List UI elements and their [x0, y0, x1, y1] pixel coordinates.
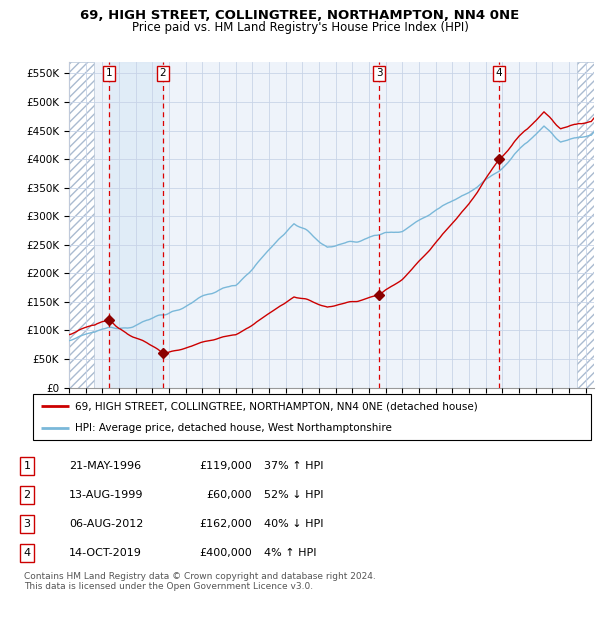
Text: £162,000: £162,000: [199, 519, 252, 529]
Text: 14-OCT-2019: 14-OCT-2019: [69, 548, 142, 558]
Text: £60,000: £60,000: [206, 490, 252, 500]
Text: 69, HIGH STREET, COLLINGTREE, NORTHAMPTON, NN4 0NE: 69, HIGH STREET, COLLINGTREE, NORTHAMPTO…: [80, 9, 520, 22]
Text: 21-MAY-1996: 21-MAY-1996: [69, 461, 141, 471]
Text: 2: 2: [23, 490, 31, 500]
Text: £400,000: £400,000: [199, 548, 252, 558]
Text: 52% ↓ HPI: 52% ↓ HPI: [264, 490, 323, 500]
Text: £119,000: £119,000: [199, 461, 252, 471]
Bar: [109, 62, 163, 388]
Text: 1: 1: [106, 68, 112, 78]
Text: 4: 4: [496, 68, 502, 78]
Text: 69, HIGH STREET, COLLINGTREE, NORTHAMPTON, NN4 0NE (detached house): 69, HIGH STREET, COLLINGTREE, NORTHAMPTO…: [75, 401, 478, 411]
Text: Contains HM Land Registry data © Crown copyright and database right 2024.
This d: Contains HM Land Registry data © Crown c…: [24, 572, 376, 591]
FancyBboxPatch shape: [33, 394, 591, 440]
Text: 3: 3: [376, 68, 382, 78]
Text: 4: 4: [23, 548, 31, 558]
Text: HPI: Average price, detached house, West Northamptonshire: HPI: Average price, detached house, West…: [75, 423, 392, 433]
Text: 13-AUG-1999: 13-AUG-1999: [69, 490, 143, 500]
Text: 1: 1: [23, 461, 31, 471]
Text: 4% ↑ HPI: 4% ↑ HPI: [264, 548, 317, 558]
Text: 3: 3: [23, 519, 31, 529]
Text: 37% ↑ HPI: 37% ↑ HPI: [264, 461, 323, 471]
Text: 40% ↓ HPI: 40% ↓ HPI: [264, 519, 323, 529]
Text: 06-AUG-2012: 06-AUG-2012: [69, 519, 143, 529]
Text: 2: 2: [160, 68, 166, 78]
Text: Price paid vs. HM Land Registry's House Price Index (HPI): Price paid vs. HM Land Registry's House …: [131, 21, 469, 34]
